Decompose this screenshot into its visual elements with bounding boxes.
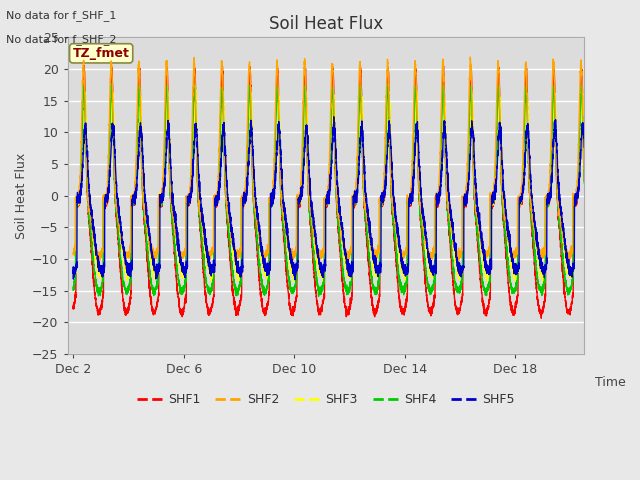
- Y-axis label: Soil Heat Flux: Soil Heat Flux: [15, 153, 28, 239]
- Text: Time: Time: [595, 376, 625, 389]
- Text: No data for f_SHF_1: No data for f_SHF_1: [6, 10, 116, 21]
- Title: Soil Heat Flux: Soil Heat Flux: [269, 15, 383, 33]
- Legend: SHF1, SHF2, SHF3, SHF4, SHF5: SHF1, SHF2, SHF3, SHF4, SHF5: [132, 388, 520, 411]
- Text: No data for f_SHF_2: No data for f_SHF_2: [6, 34, 117, 45]
- Text: TZ_fmet: TZ_fmet: [73, 47, 130, 60]
